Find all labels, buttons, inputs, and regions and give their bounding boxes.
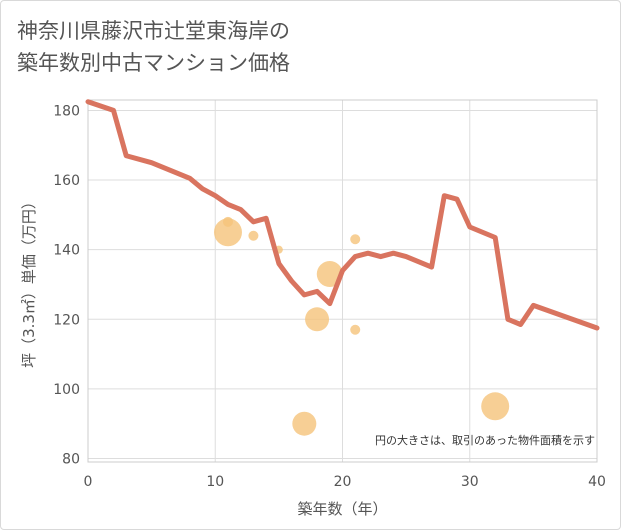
x-axis-title: 築年数（年） (297, 500, 387, 518)
grid-lines (87, 100, 598, 462)
y-tick-label: 80 (62, 452, 80, 468)
x-tick-label: 40 (588, 474, 606, 490)
price-trend-line (85, 99, 600, 331)
x-tick-label: 0 (84, 474, 93, 490)
y-tick-label: 180 (53, 103, 80, 119)
bubble-point (350, 234, 361, 245)
bubble-point (213, 218, 242, 247)
bubble-point (248, 230, 259, 241)
x-axis-ticks: 0 10 20 30 40 (84, 474, 606, 490)
x-tick-label: 20 (334, 474, 352, 490)
bubble-size-note: 円の大きさは、取引のあった物件面積を示す (375, 433, 595, 447)
plot-area-border (87, 99, 598, 463)
y-tick-label: 120 (53, 312, 80, 328)
bubble-point (222, 216, 233, 227)
bubble-point (292, 411, 317, 436)
bubble-point (350, 324, 361, 335)
y-axis-title: 坪（3.3㎡）単価（万円） (20, 194, 38, 368)
bubble-point (481, 392, 510, 421)
chart-title-line-1: 神奈川県藤沢市辻堂東海岸の (17, 19, 290, 43)
x-tick-label: 10 (206, 474, 224, 490)
y-axis-ticks: 80 100 120 140 160 180 (53, 103, 80, 467)
y-tick-label: 140 (53, 243, 80, 259)
chart-title: 神奈川県藤沢市辻堂東海岸の 築年数別中古マンション価格 (17, 15, 290, 79)
y-tick-label: 160 (53, 173, 80, 189)
chart-title-line-2: 築年数別中古マンション価格 (17, 51, 290, 75)
x-tick-label: 30 (461, 474, 479, 490)
y-tick-label: 100 (53, 382, 80, 398)
bubble-point (305, 307, 330, 332)
